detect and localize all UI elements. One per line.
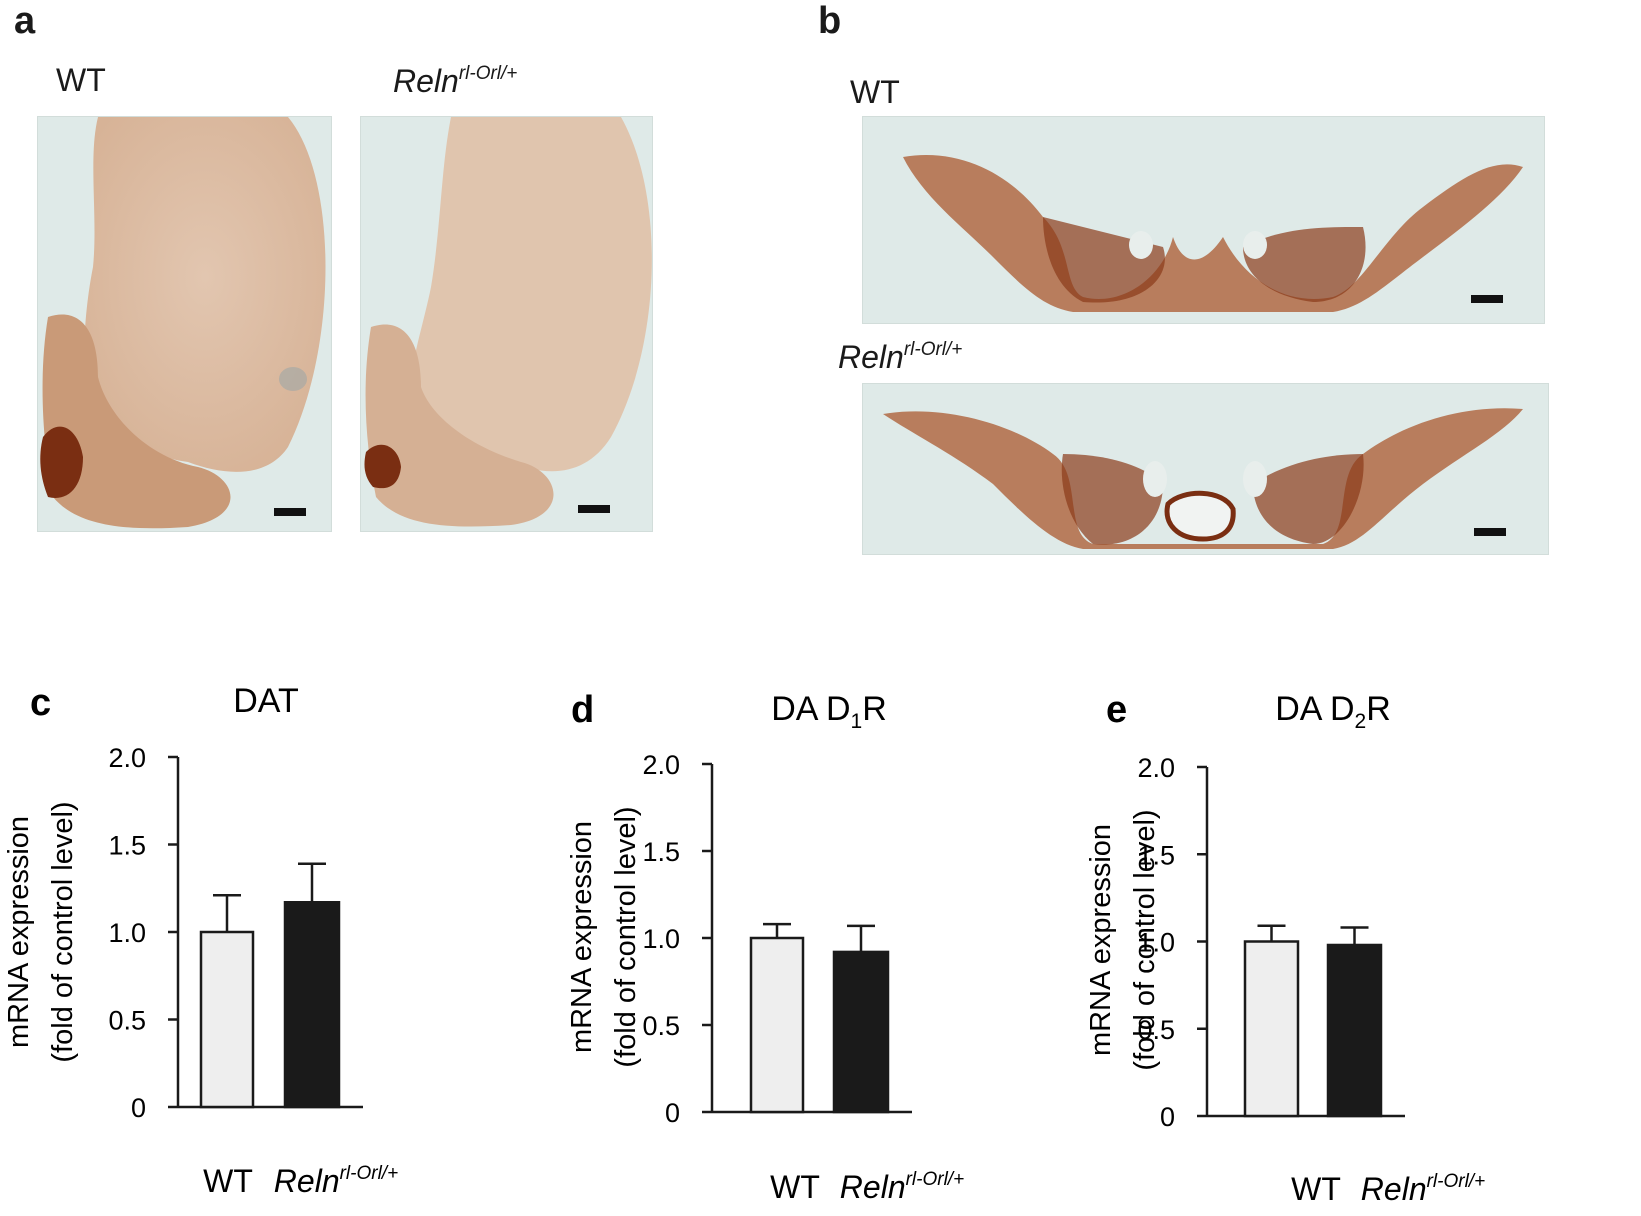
- chart-c-y-tick-label: 2.0: [108, 743, 146, 773]
- chart-d-bars: [749, 922, 890, 1114]
- chart-c: c DAT mRNA expression (fold of control l…: [3, 682, 398, 1199]
- chart-d-y-tick-label: 0.5: [642, 1011, 680, 1041]
- scale-bar-a-wt: [274, 508, 306, 516]
- chart-e-ylabel-2: (fold of control level): [1129, 809, 1161, 1070]
- micrograph-b-mutant: [862, 383, 1549, 555]
- chart-c-bars: [199, 862, 341, 1109]
- chart-e-y-tick-label: 2.0: [1137, 753, 1175, 783]
- chart-d: d DA D1R mRNA expression (fold of contro…: [566, 689, 964, 1205]
- panel-letter-b: b: [818, 0, 842, 42]
- chart-c-y-tick-label: 0.5: [108, 1006, 146, 1036]
- chart-e-bar-wt: [1243, 940, 1300, 1118]
- chart-d-bar-mutant: [832, 950, 890, 1114]
- chart-d-xtick-wt: WT: [770, 1169, 820, 1205]
- panel-a-mutant-label: Relnrl-Orl/+: [393, 63, 518, 99]
- chart-d-bar-wt: [749, 936, 805, 1114]
- panel-letter-d: d: [571, 689, 594, 731]
- chart-d-ylabel-2: (fold of control level): [610, 806, 642, 1067]
- micrograph-a-mutant: [360, 116, 653, 532]
- chart-e-bar-mutant: [1326, 943, 1383, 1118]
- chart-d-xtick-mutant: Relnrl-Orl/+: [840, 1169, 964, 1205]
- micrograph-b-wt: [862, 116, 1545, 324]
- chart-c-title: DAT: [233, 682, 298, 720]
- scale-bar-b-wt: [1471, 295, 1503, 303]
- panel-b-wt-label: WT: [850, 74, 900, 110]
- panel-a-wt-label: WT: [56, 62, 106, 98]
- chart-c-ylabel-2: (fold of control level): [47, 801, 79, 1062]
- scale-bar-b-mutant: [1474, 528, 1506, 536]
- panel-b-mutant-label: Relnrl-Orl/+: [838, 339, 963, 375]
- panel-letter-c: c: [30, 682, 51, 724]
- chart-c-ylabel-1: mRNA expression: [3, 816, 35, 1048]
- chart-c-y-ticks: 0 0.5 1.0 1.5 2.0: [108, 743, 363, 1123]
- chart-d-y-tick-label: 1.5: [642, 837, 680, 867]
- chart-d-y-tick-label: 0: [665, 1098, 680, 1128]
- chart-e-xtick-mutant: Relnrl-Orl/+: [1361, 1171, 1485, 1207]
- panel-letter-e: e: [1106, 689, 1127, 731]
- chart-d-title: DA D1R: [771, 690, 887, 733]
- chart-c-xtick-wt: WT: [203, 1163, 253, 1199]
- chart-c-xtick-mutant: Relnrl-Orl/+: [274, 1163, 398, 1199]
- chart-e-y-tick-label: 1.0: [1137, 928, 1175, 958]
- chart-e-y-tick-label: 0: [1160, 1102, 1175, 1132]
- striatum-section-wt: [40, 117, 326, 529]
- scale-bar-a-mutant: [578, 505, 610, 513]
- chart-d-y-tick-label: 1.0: [642, 924, 680, 954]
- chart-e-y-tick-label: 1.5: [1137, 840, 1175, 870]
- chart-c-bar-wt: [199, 930, 255, 1109]
- chart-d-y-tick-label: 2.0: [642, 750, 680, 780]
- chart-e-title: DA D2R: [1275, 690, 1391, 733]
- chart-e-bars: [1243, 924, 1383, 1118]
- midbrain-section-wt: [903, 155, 1523, 312]
- midbrain-section-mutant: [883, 408, 1523, 549]
- chart-d-y-ticks: 0 0.5 1.0 1.5 2.0: [642, 750, 912, 1128]
- chart-c-y-tick-label: 1.5: [108, 831, 146, 861]
- chart-c-bar-mutant: [283, 901, 341, 1109]
- chart-e: e DA D2R mRNA expression (fold of contro…: [1085, 689, 1485, 1207]
- chart-c-y-tick-label: 0: [131, 1093, 146, 1123]
- chart-e-ylabel-1: mRNA expression: [1085, 824, 1117, 1056]
- micrograph-a-wt: [37, 116, 332, 532]
- chart-c-y-tick-label: 1.0: [108, 918, 146, 948]
- chart-e-y-ticks: 0 0.5 1.0 1.5 2.0: [1137, 753, 1405, 1132]
- chart-e-xtick-wt: WT: [1291, 1171, 1341, 1207]
- striatum-section-mutant: [364, 117, 652, 527]
- panel-letter-a: a: [14, 0, 36, 42]
- chart-d-ylabel-1: mRNA expression: [566, 821, 598, 1053]
- chart-e-y-tick-label: 0.5: [1137, 1015, 1175, 1045]
